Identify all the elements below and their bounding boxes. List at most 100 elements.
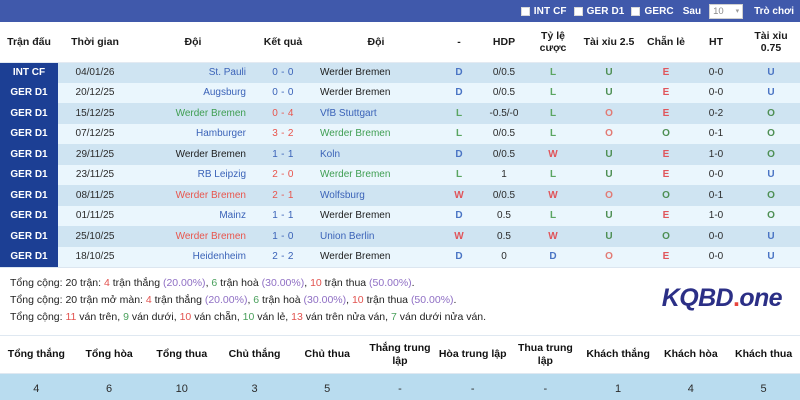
table-row[interactable]: GER D1 07/12/25 Hamburger 3 - 2 Werder Breme… [0, 123, 800, 144]
match-score: 2 - 0 [254, 164, 312, 185]
ou-075-code: O [742, 144, 800, 165]
result-code: D [440, 62, 478, 83]
odds-code: L [530, 205, 576, 226]
checkbox-icon[interactable] [520, 6, 530, 16]
match-date: 25/10/25 [58, 226, 132, 247]
ou-075-code: U [742, 62, 800, 83]
stats-value: 5 [290, 373, 364, 400]
ou-25-code: U [576, 82, 642, 103]
ou-075-code: U [742, 226, 800, 247]
away-team-name: Werder Bremen [312, 123, 440, 144]
ht-score: 1-0 [690, 205, 742, 226]
odd-even-code: E [642, 82, 690, 103]
hdp-value: 1 [478, 164, 530, 185]
home-team-name: Werder Bremen [132, 103, 254, 124]
col-header-ou-25[interactable]: Tài xỉu 2.5 [576, 22, 642, 63]
league-badge: GER D1 [0, 246, 58, 267]
ou-25-code: U [576, 144, 642, 165]
table-row[interactable]: INT CF 04/01/26 St. Pauli 0 - 0 Werder Breme… [0, 62, 800, 83]
match-date: 07/12/25 [58, 123, 132, 144]
filter-checkbox-ger-d1[interactable]: GER D1 [573, 5, 625, 17]
odd-even-code: E [642, 246, 690, 267]
col-header-result[interactable]: Kết quả [254, 22, 312, 63]
col-header-away-team[interactable]: Đội [312, 22, 440, 63]
games-label: Trò chơi [754, 5, 794, 17]
home-team-name: RB Leipzig [132, 164, 254, 185]
home-team-name: Augsburg [132, 82, 254, 103]
match-date: 20/12/25 [58, 82, 132, 103]
league-badge: INT CF [0, 62, 58, 83]
col-header-dash[interactable]: - [440, 22, 478, 63]
filter-checkbox-gerc[interactable]: GERC [631, 5, 674, 17]
match-date: 23/11/25 [58, 164, 132, 185]
ou-25-code: O [576, 185, 642, 206]
table-row[interactable]: GER D1 01/11/25 Mainz 1 - 1 Werder Bremen D 0.… [0, 205, 800, 226]
match-date: 18/10/25 [58, 246, 132, 267]
league-badge: GER D1 [0, 82, 58, 103]
summary-line-overunder: Tổng cộng: 11 ván trên, 9 ván dưới, 10 v… [10, 311, 487, 323]
ou-075-code: U [742, 82, 800, 103]
odd-even-code: E [642, 205, 690, 226]
odd-even-code: O [642, 226, 690, 247]
ht-score: 0-1 [690, 185, 742, 206]
ou-075-code: U [742, 164, 800, 185]
stats-col-header: Tổng thua [145, 335, 219, 374]
odds-code: L [530, 103, 576, 124]
col-header-odds[interactable]: Tỷ lệ cược [530, 22, 576, 63]
filter-label: GER D1 [586, 5, 625, 17]
filter-checkbox-int-cf[interactable]: INT CF [520, 6, 567, 17]
table-row[interactable]: GER D1 25/10/25 Werder Bremen 1 - 0 Union Be… [0, 226, 800, 247]
col-header-time[interactable]: Thời gian [58, 22, 132, 63]
ou-25-code: O [576, 123, 642, 144]
result-code: L [440, 123, 478, 144]
match-rows: INT CF 04/01/26 St. Pauli 0 - 0 Werder Breme… [0, 62, 800, 267]
table-row[interactable]: GER D1 29/11/25 Werder Bremen 1 - 1 Koln D 0/0… [0, 144, 800, 165]
table-row[interactable]: GER D1 15/12/25 Werder Bremen 0 - 4 VfB Stut… [0, 103, 800, 124]
col-header-hdp[interactable]: HDP [478, 22, 530, 63]
odd-even-code: E [642, 103, 690, 124]
match-score: 1 - 1 [254, 144, 312, 165]
col-header-ou-075[interactable]: Tài xỉu 0.75 [742, 22, 800, 63]
table-header-row: Trận đấu Thời gian Đội Kết quả Đội - HDP… [0, 22, 800, 63]
home-team-name: Mainz [132, 205, 254, 226]
ht-score: 0-0 [690, 246, 742, 267]
table-row[interactable]: GER D1 08/11/25 Werder Bremen 2 - 1 Wolfsbur… [0, 185, 800, 206]
hdp-value: 0/0.5 [478, 144, 530, 165]
away-team-name: Werder Bremen [312, 82, 440, 103]
stats-summary-table: Tổng thắng Tổng hòa Tổng thua Chủ thắng Chủ … [0, 335, 800, 400]
odds-code: L [530, 123, 576, 144]
checkbox-icon[interactable] [573, 6, 583, 16]
table-row[interactable]: GER D1 20/12/25 Augsburg 0 - 0 Werder Bremen… [0, 82, 800, 103]
match-count-select[interactable]: 10 ▾ [709, 3, 744, 19]
match-score: 0 - 0 [254, 82, 312, 103]
site-logo: KQBD.one [662, 284, 783, 313]
home-team-name: Werder Bremen [132, 226, 254, 247]
table-row[interactable]: GER D1 23/11/25 RB Leipzig 2 - 0 Werder Brem… [0, 164, 800, 185]
filter-label: GERC [644, 5, 674, 17]
hdp-value: 0.5 [478, 205, 530, 226]
away-team-name: Werder Bremen [312, 164, 440, 185]
away-team-name: Werder Bremen [312, 205, 440, 226]
match-score: 1 - 0 [254, 226, 312, 247]
table-row[interactable]: GER D1 18/10/25 Heidenheim 2 - 2 Werder Brem… [0, 246, 800, 267]
stats-value: - [509, 373, 582, 400]
logo-dot: . [732, 284, 740, 312]
stats-col-header: Khách thắng [581, 335, 655, 374]
hdp-value: -0.5/-0 [478, 103, 530, 124]
col-header-match[interactable]: Trận đấu [0, 22, 58, 63]
logo-sub: one [739, 284, 782, 312]
odds-code: W [530, 226, 576, 247]
league-badge: GER D1 [0, 144, 58, 165]
ht-score: 0-0 [690, 226, 742, 247]
col-header-home-team[interactable]: Đội [132, 22, 254, 63]
checkbox-icon[interactable] [631, 6, 641, 16]
col-header-ht[interactable]: HT [690, 22, 742, 63]
odds-code: W [530, 185, 576, 206]
home-team-name: Heidenheim [132, 246, 254, 267]
stats-col-header: Hòa trung lập [436, 335, 510, 374]
match-date: 29/11/25 [58, 144, 132, 165]
result-code: D [440, 144, 478, 165]
match-date: 01/11/25 [58, 205, 132, 226]
col-header-odd-even[interactable]: Chẵn lẻ [642, 22, 690, 63]
